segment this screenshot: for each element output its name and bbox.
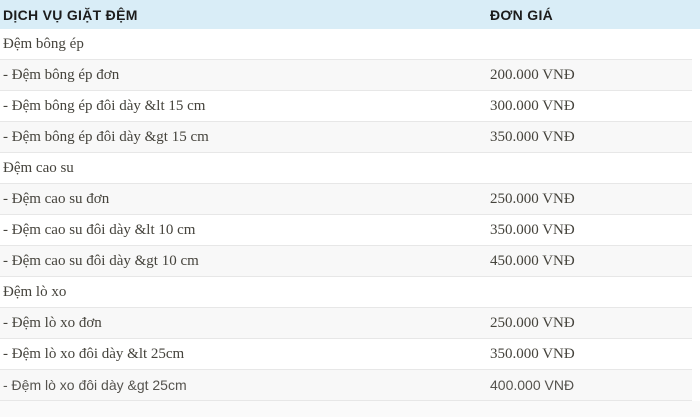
price-column-header: ĐƠN GIÁ — [490, 6, 554, 23]
table-body: Đệm bông ép - Đệm bông ép đơn 200.000 VN… — [0, 29, 692, 401]
price-cell: 450.000 VNĐ — [490, 252, 575, 269]
section-row: Đệm bông ép — [0, 29, 692, 60]
table-row: - Đệm bông ép đơn 200.000 VNĐ — [0, 60, 692, 91]
table-header-row: DỊCH VỤ GIẶT ĐỆM ĐƠN GIÁ — [0, 0, 700, 29]
price-cell: 350.000 VNĐ — [490, 345, 575, 362]
table-row: - Đệm lò xo đôi dày &gt 25cm 400.000 VNĐ — [0, 370, 692, 401]
service-cell: - Đệm lò xo đôi dày &gt 25cm — [3, 377, 187, 393]
price-cell: 400.000 VNĐ — [490, 377, 575, 393]
table-row: - Đệm lò xo đôi dày &lt 25cm 350.000 VNĐ — [0, 339, 692, 370]
table-row: - Đệm bông ép đôi dày &lt 15 cm 300.000 … — [0, 91, 692, 122]
service-cell: - Đệm lò xo đơn — [3, 314, 102, 331]
table-row: - Đệm cao su đôi dày &gt 10 cm 450.000 V… — [0, 246, 692, 277]
service-cell: - Đệm cao su đơn — [3, 190, 110, 207]
service-cell: Đệm lò xo — [3, 283, 67, 300]
service-cell: - Đệm cao su đôi dày &gt 10 cm — [3, 252, 199, 269]
price-cell: 350.000 VNĐ — [490, 128, 575, 145]
service-cell: - Đệm bông ép đôi dày &gt 15 cm — [3, 128, 209, 145]
price-cell: 250.000 VNĐ — [490, 190, 575, 207]
service-cell: Đệm cao su — [3, 159, 74, 176]
service-cell: - Đệm cao su đôi dày &lt 10 cm — [3, 221, 196, 238]
service-cell: - Đệm bông ép đôi dày &lt 15 cm — [3, 97, 206, 114]
service-cell: Đệm bông ép — [3, 35, 84, 52]
service-cell: - Đệm lò xo đôi dày &lt 25cm — [3, 345, 185, 362]
price-cell: 300.000 VNĐ — [490, 97, 575, 114]
price-cell: 200.000 VNĐ — [490, 66, 575, 83]
price-cell: 250.000 VNĐ — [490, 314, 575, 331]
page-background-strip — [0, 401, 700, 417]
table-row: - Đệm bông ép đôi dày &gt 15 cm 350.000 … — [0, 122, 692, 153]
table-row: - Đệm lò xo đơn 250.000 VNĐ — [0, 308, 692, 339]
price-cell: 350.000 VNĐ — [490, 221, 575, 238]
service-column-header: DỊCH VỤ GIẶT ĐỆM — [3, 6, 138, 23]
service-cell: - Đệm bông ép đơn — [3, 66, 120, 83]
table-row: - Đệm cao su đơn 250.000 VNĐ — [0, 184, 692, 215]
section-row: Đệm lò xo — [0, 277, 692, 308]
table-row: - Đệm cao su đôi dày &lt 10 cm 350.000 V… — [0, 215, 692, 246]
section-row: Đệm cao su — [0, 153, 692, 184]
